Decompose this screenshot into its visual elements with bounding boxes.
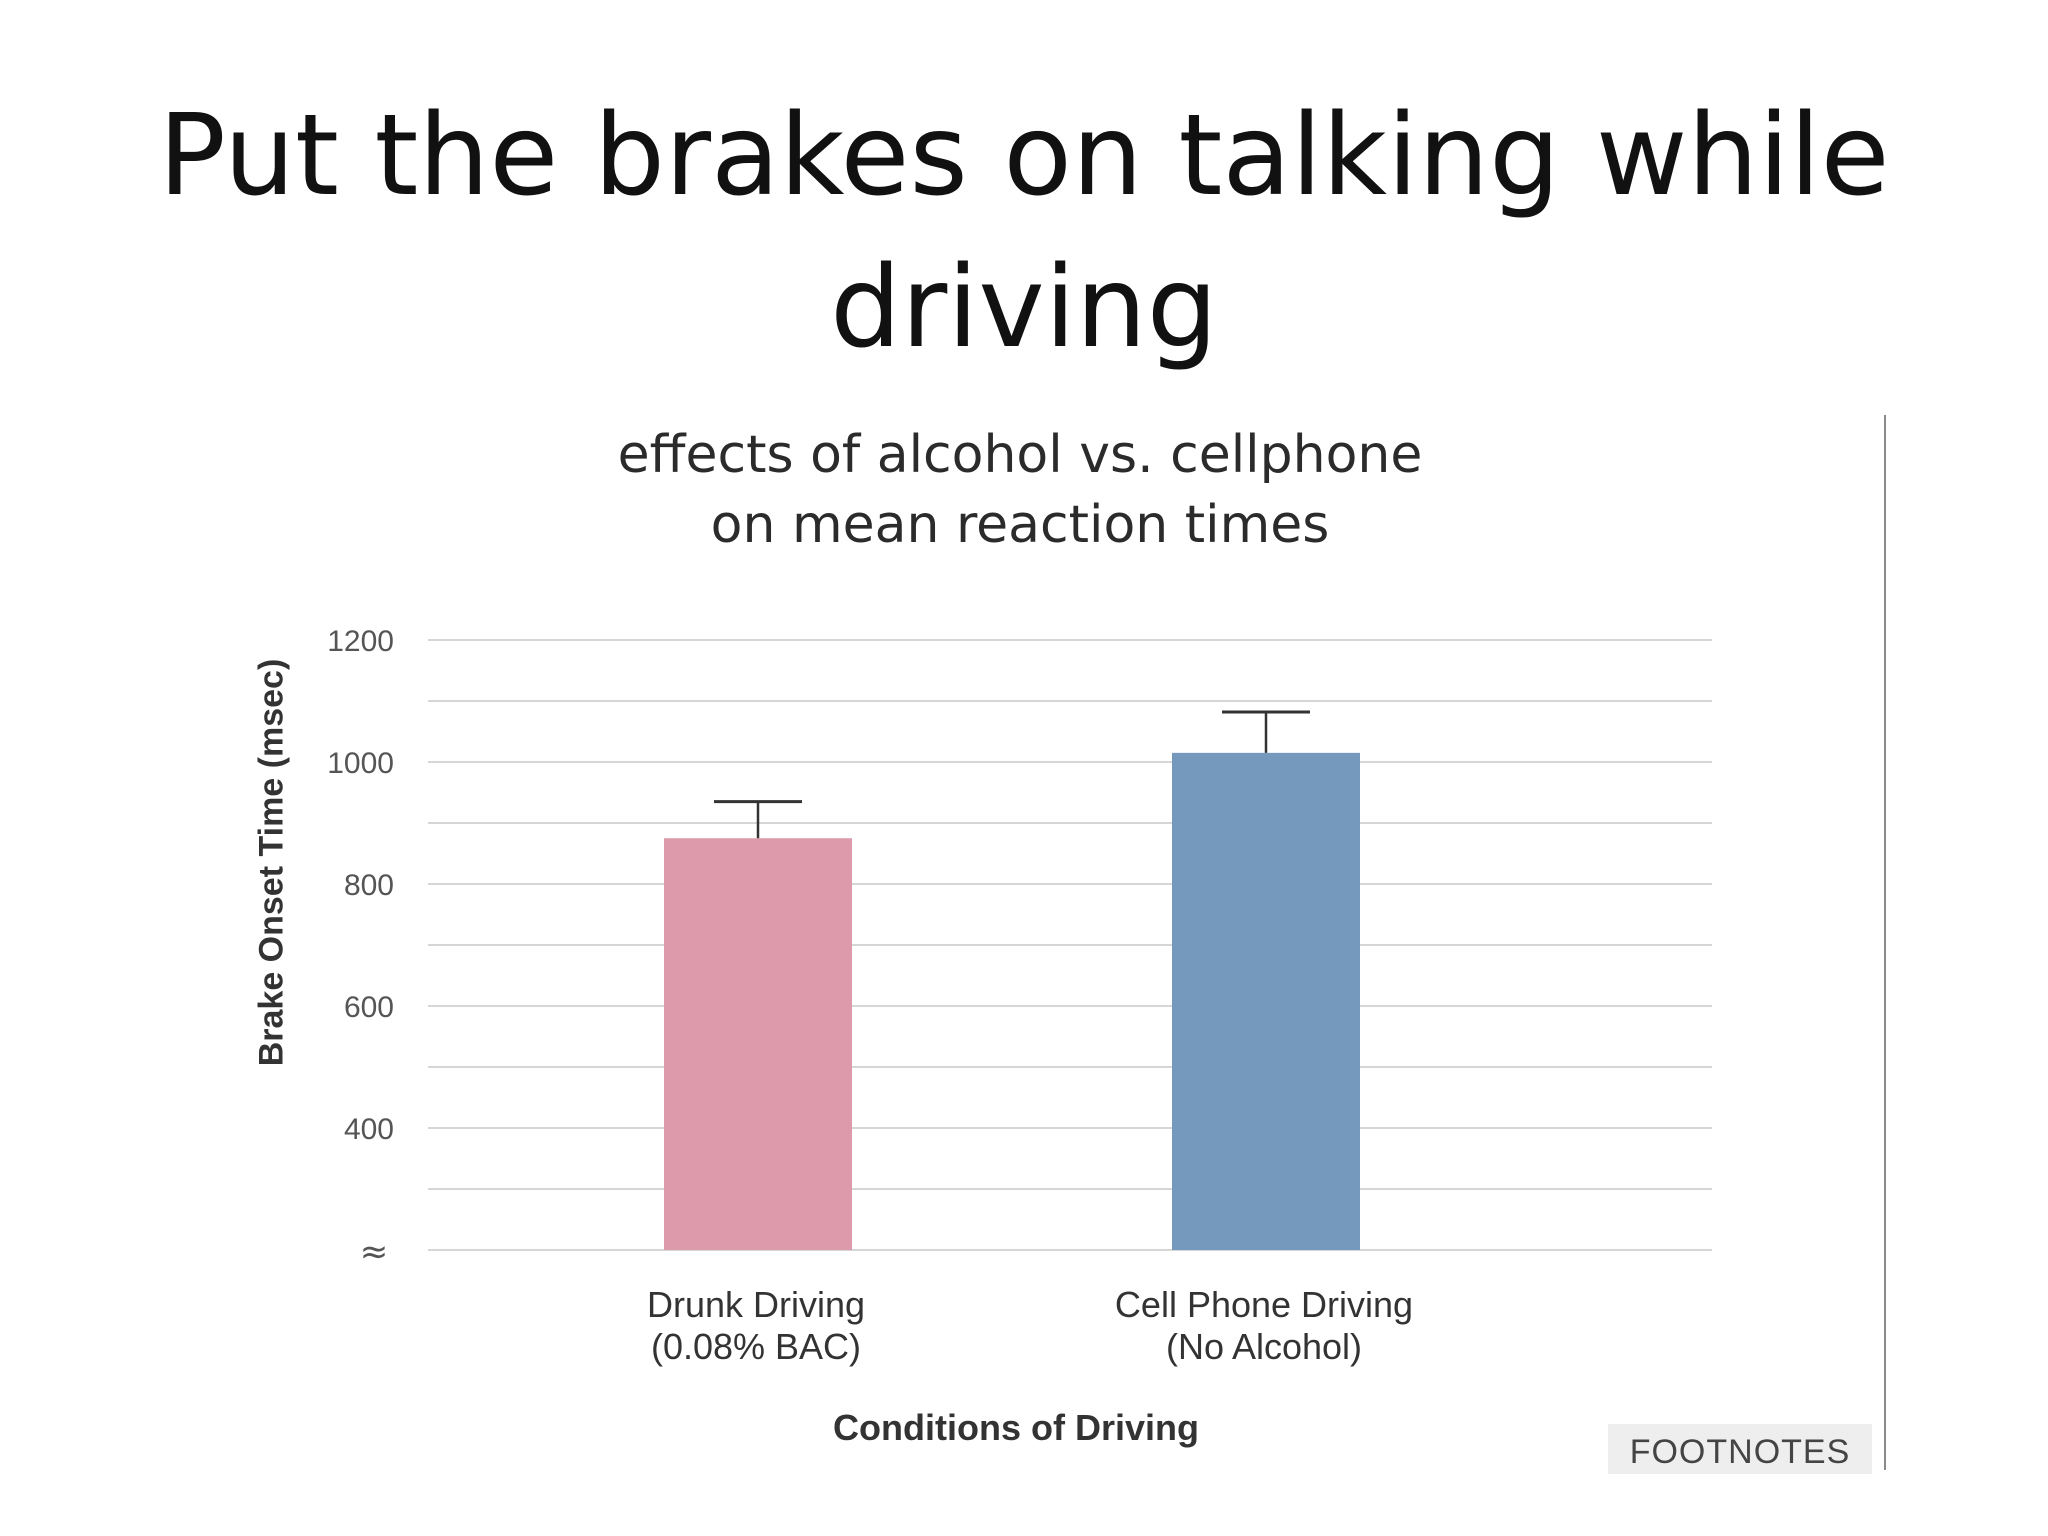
y-tick-label: 800	[344, 869, 394, 902]
chart-title-line2: on mean reaction times	[710, 495, 1330, 555]
axis-break-symbol: ≈	[360, 1232, 389, 1272]
slide-title-line2: driving	[830, 243, 1218, 373]
footnotes-button[interactable]: FOOTNOTES	[1608, 1424, 1872, 1474]
y-tick-label: 1200	[327, 625, 394, 658]
y-tick-label: 400	[344, 1113, 394, 1146]
category-label-line1: Drunk Driving	[647, 1284, 865, 1325]
slide-title: Put the brakes on talking while driving	[0, 80, 2048, 384]
y-tick-labels: 1200 1000 800 600 400 ≈	[327, 625, 394, 1272]
bar	[664, 838, 852, 1250]
chart-title: effects of alcohol vs. cellphone on mean…	[420, 420, 1620, 560]
bars	[664, 710, 1360, 1250]
y-axis-label: Brake Onset Time (msec)	[252, 658, 291, 1067]
slide-title-line1: Put the brakes on talking while	[158, 91, 1890, 221]
gridlines	[428, 639, 1712, 1251]
category-label-line2: (0.08% BAC)	[651, 1326, 861, 1367]
x-axis-label: Conditions of Driving	[833, 1407, 1199, 1448]
vertical-divider	[1884, 415, 1886, 1470]
chart-title-line1: effects of alcohol vs. cellphone	[617, 425, 1423, 485]
y-tick-label: 1000	[327, 747, 394, 780]
category-label-line1: Cell Phone Driving	[1115, 1284, 1413, 1325]
category-labels: Drunk Driving(0.08% BAC) Cell Phone Drivi…	[647, 1284, 1413, 1367]
category-label-line2: (No Alcohol)	[1166, 1326, 1362, 1367]
bar	[1172, 752, 1360, 1250]
y-tick-label: 600	[344, 991, 394, 1024]
